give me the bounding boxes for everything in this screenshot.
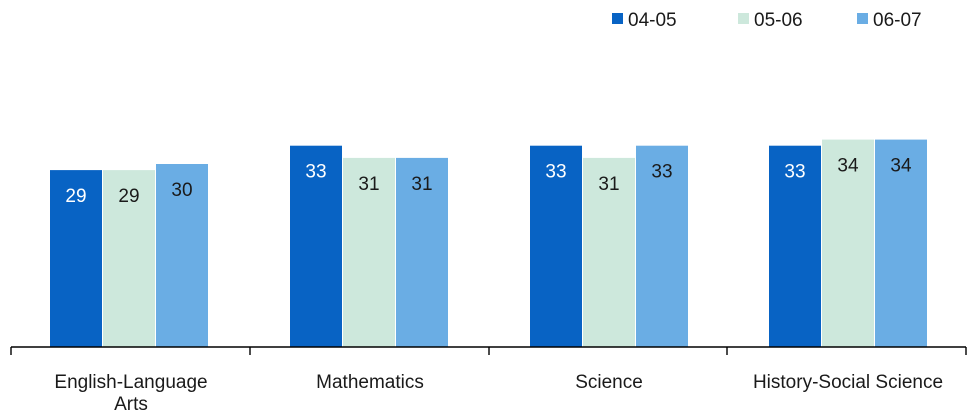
category-label-2: Science xyxy=(575,372,643,393)
bar-05-06-0 xyxy=(103,170,155,347)
data-labels-group: 29 29 30 33 31 31 33 31 33 33 34 34 xyxy=(65,156,912,208)
data-label-06-07-2: 33 xyxy=(651,162,672,183)
legend-label-05-06: 05-06 xyxy=(754,10,803,31)
bar-04-05-0 xyxy=(50,170,102,347)
bar-04-05-3 xyxy=(769,145,821,347)
bar-06-07-2 xyxy=(636,145,688,347)
category-labels-group: English-Language Arts Mathematics Science Hi… xyxy=(54,372,943,415)
bars-group xyxy=(50,139,927,347)
category-label-line-0-0: English-Language xyxy=(54,372,207,393)
bar-04-05-2 xyxy=(530,145,582,347)
data-label-04-05-3: 33 xyxy=(784,162,805,183)
bar-04-05-1 xyxy=(290,145,342,347)
category-label-line-3-0: History-Social Science xyxy=(753,372,943,393)
category-label-0: English-Language Arts xyxy=(54,372,207,415)
data-label-05-06-1: 31 xyxy=(358,174,379,195)
data-label-06-07-1: 31 xyxy=(411,174,432,195)
legend-swatch-04-05 xyxy=(612,13,623,24)
data-label-06-07-3: 34 xyxy=(890,156,912,177)
bar-05-06-2 xyxy=(583,157,635,347)
category-label-line-1-0: Mathematics xyxy=(316,372,424,393)
legend-swatch-05-06 xyxy=(738,13,749,24)
data-label-05-06-0: 29 xyxy=(118,186,139,207)
category-label-1: Mathematics xyxy=(316,372,424,393)
data-label-05-06-3: 34 xyxy=(837,156,859,177)
category-label-line-2-0: Science xyxy=(575,372,643,393)
bar-06-07-1 xyxy=(396,157,448,347)
legend-swatch-06-07 xyxy=(857,13,868,24)
bar-05-06-3 xyxy=(822,139,874,347)
legend-label-04-05: 04-05 xyxy=(628,10,677,31)
bar-06-07-3 xyxy=(875,139,927,347)
bar-06-07-0 xyxy=(156,164,208,347)
category-label-line-0-1: Arts xyxy=(114,394,148,415)
bar-05-06-1 xyxy=(343,157,395,347)
legend-label-06-07: 06-07 xyxy=(873,10,922,31)
data-label-04-05-2: 33 xyxy=(545,162,566,183)
category-label-3: History-Social Science xyxy=(753,372,943,393)
legend: 04-05 05-06 06-07 xyxy=(612,10,922,31)
data-label-05-06-2: 31 xyxy=(598,174,619,195)
data-label-04-05-1: 33 xyxy=(305,162,326,183)
x-axis xyxy=(10,346,967,355)
data-label-04-05-0: 29 xyxy=(65,186,86,207)
data-label-06-07-0: 30 xyxy=(171,180,192,201)
